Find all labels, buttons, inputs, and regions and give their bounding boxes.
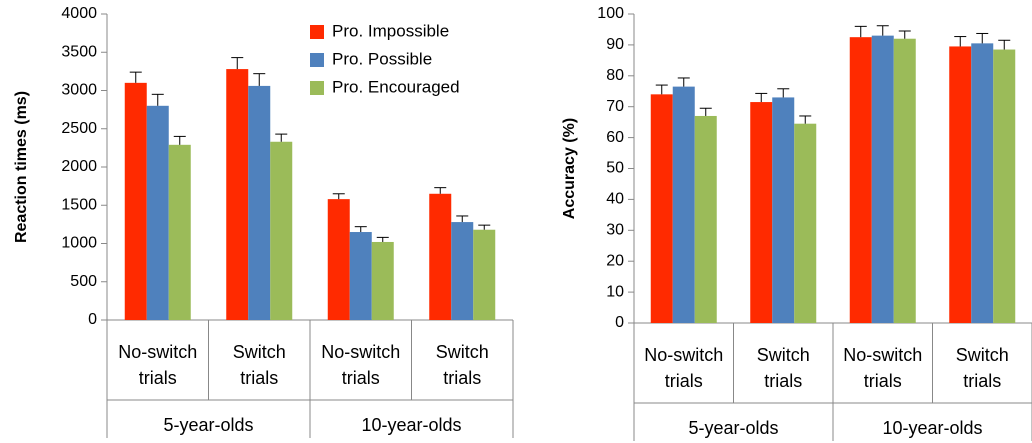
bar: [226, 69, 249, 320]
y-tick-label: 0: [615, 314, 624, 331]
bar: [772, 97, 795, 324]
y-tick-label: 50: [606, 160, 624, 177]
y-tick-label: 100: [597, 5, 624, 22]
x-category-label: trials: [864, 371, 902, 391]
bar: [971, 43, 994, 323]
x-category-label: No-switch: [118, 342, 197, 362]
y-tick-label: 2000: [61, 158, 97, 175]
bar: [168, 144, 191, 320]
x-category-label: trials: [240, 368, 278, 388]
x-category-label: No-switch: [843, 345, 922, 365]
y-tick-label: 70: [606, 98, 624, 115]
bar: [993, 49, 1016, 323]
legend-swatch: [310, 53, 324, 67]
y-tick-label: 3000: [61, 82, 97, 99]
bar: [349, 232, 372, 320]
x-category-label: trials: [342, 368, 380, 388]
x-category-label: trials: [139, 368, 177, 388]
legend-label: Pro. Encouraged: [332, 77, 460, 96]
y-tick-label: 0: [88, 311, 97, 328]
x-group-label: 5-year-olds: [688, 418, 778, 438]
y-tick-label: 3500: [61, 43, 97, 60]
legend-swatch: [310, 81, 324, 95]
bar: [451, 222, 474, 320]
bar: [473, 229, 496, 320]
bar: [650, 94, 673, 323]
x-category-label: No-switch: [321, 342, 400, 362]
x-category-label: Switch: [757, 345, 810, 365]
x-category-label: Switch: [956, 345, 1009, 365]
x-category-label: trials: [443, 368, 481, 388]
y-tick-label: 30: [606, 222, 624, 239]
x-group-label: 10-year-olds: [361, 415, 461, 435]
x-category-label: Switch: [233, 342, 286, 362]
reaction-times-chart: Reaction times (ms) 0 500 1000 1500 2000 2500 3…: [13, 5, 514, 438]
x-category-label: No-switch: [644, 345, 723, 365]
bar: [371, 241, 394, 320]
bar: [672, 86, 695, 324]
y-tick-label: 90: [606, 36, 624, 53]
bar: [750, 102, 773, 323]
y-tick-label: 1000: [61, 235, 97, 252]
y-tick-label: 4000: [61, 5, 97, 22]
y-tick-label: 60: [606, 129, 624, 146]
y-axis-label: Reaction times (ms): [13, 91, 30, 243]
bar: [327, 199, 350, 320]
x-group-label: 10-year-olds: [882, 418, 982, 438]
bar: [429, 193, 452, 320]
bar: [871, 35, 894, 323]
y-tick-label: 2500: [61, 120, 97, 137]
legend-label: Pro. Impossible: [332, 21, 449, 40]
y-tick-label: 20: [606, 252, 624, 269]
bar: [849, 37, 872, 324]
y-tick-label: 40: [606, 191, 624, 208]
accuracy-chart: Accuracy (%) 0 10 20 30 40 50 60 70 80 90 100 No-swi…: [561, 5, 1032, 441]
bar: [893, 38, 916, 323]
bar: [949, 46, 972, 323]
x-category-label: trials: [764, 371, 802, 391]
bar: [270, 141, 293, 320]
y-tick-label: 500: [70, 273, 97, 290]
x-category-label: trials: [665, 371, 703, 391]
y-tick-label: 1500: [61, 196, 97, 213]
x-category-label: Switch: [436, 342, 489, 362]
bar: [248, 85, 271, 320]
bar: [124, 82, 147, 320]
legend-swatch: [310, 25, 324, 39]
y-tick-label: 80: [606, 67, 624, 84]
y-axis-label: Accuracy (%): [561, 118, 578, 219]
bar: [146, 105, 169, 320]
bar: [694, 115, 717, 323]
y-tick-label: 10: [606, 283, 624, 300]
legend-label: Pro. Possible: [332, 49, 432, 68]
x-group-label: 5-year-olds: [163, 415, 253, 435]
x-category-label: trials: [963, 371, 1001, 391]
bar: [794, 123, 817, 323]
